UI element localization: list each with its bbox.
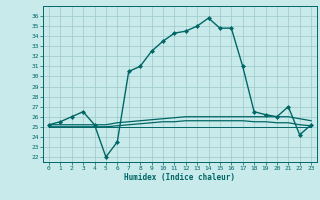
X-axis label: Humidex (Indice chaleur): Humidex (Indice chaleur): [124, 173, 236, 182]
